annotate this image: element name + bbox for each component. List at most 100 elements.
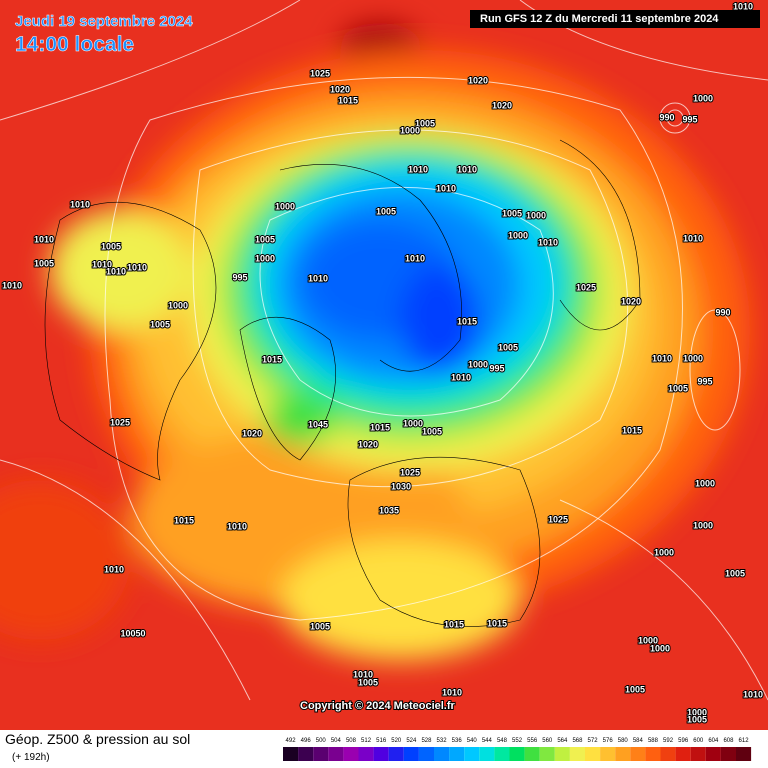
- isobar-label: 1025: [576, 282, 596, 292]
- legend-label: 492: [286, 738, 297, 744]
- legend-swatch: [690, 747, 706, 761]
- isobar-label: 1010: [127, 262, 147, 272]
- isobar-label: 1015: [370, 422, 390, 432]
- legend-swatch: [434, 747, 450, 761]
- legend-label: 576: [603, 738, 614, 744]
- isobar-label: 1010: [538, 237, 558, 247]
- isobar-label: 1010: [683, 233, 703, 243]
- footer-title: Géop. Z500 & pression au sol: [5, 731, 190, 747]
- isobar-label: 1025: [310, 68, 330, 78]
- isobar-label: 1000: [400, 125, 420, 135]
- legend-swatch: [615, 747, 631, 761]
- legend-label: 596: [678, 738, 689, 744]
- isobar-label: 1010: [408, 164, 428, 174]
- isobar-label: 995: [697, 376, 712, 386]
- isobar-label: 1010: [457, 164, 477, 174]
- isobar-label: 1020: [468, 75, 488, 85]
- isobar-label: 1005: [498, 342, 518, 352]
- isobar-label: 1005: [34, 258, 54, 268]
- isobar-label: 1015: [174, 515, 194, 525]
- map: [0, 0, 768, 730]
- legend-label: 580: [618, 738, 629, 744]
- legend-label: 572: [588, 738, 599, 744]
- isobar-label: 1030: [391, 481, 411, 491]
- legend-label: 504: [331, 738, 342, 744]
- legend-label: 536: [452, 738, 463, 744]
- isobar-label: 1015: [622, 425, 642, 435]
- isobar-label: 1015: [338, 95, 358, 105]
- legend-swatch: [524, 747, 540, 761]
- isobar-label: 1000: [526, 210, 546, 220]
- isobar-label: 1005: [502, 208, 522, 218]
- legend-label: 588: [648, 738, 659, 744]
- isobar-label: 1005: [668, 383, 688, 393]
- legend-label: 560: [542, 738, 553, 744]
- isobar-label: 1010: [353, 669, 373, 679]
- legend-swatch: [328, 747, 344, 761]
- isobar-label: 1010: [405, 253, 425, 263]
- isobar-label: 990: [659, 112, 674, 122]
- isobar-label: 995: [232, 272, 247, 282]
- footer-lead: (+ 192h): [12, 752, 50, 763]
- legend-label: 592: [663, 738, 674, 744]
- isobar-label: 1010: [652, 353, 672, 363]
- isobar-label: 1010: [308, 273, 328, 283]
- legend-swatch: [645, 747, 661, 761]
- legend-label: 532: [437, 738, 448, 744]
- isobar-label: 1005: [150, 319, 170, 329]
- isobar-label: 1000: [693, 93, 713, 103]
- legend-swatch: [358, 747, 374, 761]
- isobar-label: 1005: [255, 234, 275, 244]
- isobar-label: 990: [715, 307, 730, 317]
- legend-label: 512: [361, 738, 372, 744]
- run-box: [470, 10, 760, 28]
- legend-label: 608: [723, 738, 734, 744]
- legend-swatch: [298, 747, 314, 761]
- legend-swatch: [720, 747, 736, 761]
- isobar-label: 1000: [683, 353, 703, 363]
- isobar-label: 1005: [358, 677, 378, 687]
- isobar-label: 1020: [621, 296, 641, 306]
- isobar-label: 1000: [275, 201, 295, 211]
- legend-swatch: [630, 747, 646, 761]
- isobar-label: 1015: [444, 619, 464, 629]
- isobar-label: 1020: [330, 84, 350, 94]
- valid-date: Jeudi 19 septembre 2024: [15, 13, 193, 30]
- legend-label: 524: [406, 738, 417, 744]
- legend-label: 544: [482, 738, 493, 744]
- isobar-label: 1005: [101, 241, 121, 251]
- isobar-label: 1020: [242, 428, 262, 438]
- isobar-label: 1015: [262, 354, 282, 364]
- legend-label: 604: [708, 738, 719, 744]
- legend-label: 552: [512, 738, 523, 744]
- legend-label: 540: [467, 738, 478, 744]
- legend-swatch: [494, 747, 510, 761]
- isobar-label: 1005: [376, 206, 396, 216]
- legend-label: 508: [346, 738, 357, 744]
- legend-swatch: [449, 747, 465, 761]
- isobar-label: 1000: [168, 300, 188, 310]
- run-info: Run GFS 12 Z du Mercredi 11 septembre 20…: [480, 13, 719, 25]
- legend-label: 548: [497, 738, 508, 744]
- legend-label: 520: [391, 738, 402, 744]
- isobar-label: 1010: [227, 521, 247, 531]
- isobar-label: 1010: [34, 234, 54, 244]
- legend-swatch: [600, 747, 616, 761]
- isobar-label: 1000: [695, 478, 715, 488]
- isobar-label: 1005: [422, 426, 442, 436]
- isobar-label: 10050: [120, 628, 145, 638]
- isobar-label: 1000: [638, 635, 658, 645]
- isobar-label: 1005: [687, 714, 707, 724]
- isobar-label: 1010: [70, 199, 90, 209]
- legend-swatch: [343, 747, 359, 761]
- legend-swatch: [403, 747, 419, 761]
- legend-label: 556: [527, 738, 538, 744]
- legend-label: 528: [421, 738, 432, 744]
- isobar-label: 1015: [487, 618, 507, 628]
- legend-swatch: [373, 747, 389, 761]
- isobar-label: 1015: [457, 316, 477, 326]
- copyright: Copyright © 2024 Meteociel.fr: [300, 700, 456, 712]
- isobar-label: 1010: [104, 564, 124, 574]
- isobar-label: 1010: [2, 280, 22, 290]
- legend-swatch: [464, 747, 480, 761]
